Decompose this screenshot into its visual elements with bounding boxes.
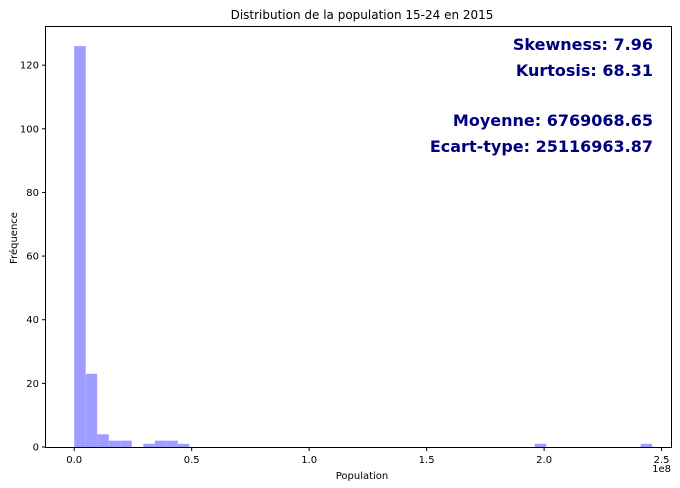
histogram-bar <box>108 440 121 447</box>
y-tick-label: 20 <box>26 379 39 390</box>
histogram-bar <box>74 46 86 447</box>
x-tick-label: 1.5 <box>419 455 435 466</box>
x-tick-label: 0.5 <box>184 455 200 466</box>
histogram-bar <box>166 440 178 447</box>
y-tick-label: 120 <box>20 61 39 72</box>
x-axis-ticks: 0.0 0.5 1.0 1.5 2.0 2.5 <box>66 447 670 466</box>
y-tick-label: 60 <box>26 252 39 263</box>
kurtosis-annotation: Kurtosis: 68.31 <box>516 61 653 80</box>
x-tick-label: 2.0 <box>536 455 552 466</box>
y-tick-label: 80 <box>26 188 39 199</box>
x-tick-label: 2.5 <box>654 455 670 466</box>
histogram-bar <box>120 440 132 447</box>
y-tick-label: 0 <box>33 443 39 454</box>
mean-annotation: Moyenne: 6769068.65 <box>453 111 653 130</box>
y-tick-label: 40 <box>26 315 39 326</box>
y-axis-label: Fréquence <box>8 212 20 264</box>
x-axis-label: Population <box>336 471 389 482</box>
plot-frame <box>45 26 672 448</box>
histogram-bar <box>534 443 547 447</box>
histogram-bar <box>154 440 167 447</box>
histogram-bar <box>177 443 190 447</box>
x-tick-label: 1.0 <box>301 455 317 466</box>
histogram-bar <box>640 443 653 447</box>
skewness-annotation: Skewness: 7.96 <box>513 35 653 54</box>
x-axis-offset-label: 1e8 <box>652 464 671 475</box>
x-tick-label: 0.0 <box>66 455 82 466</box>
chart-title: Distribution de la population 15-24 en 2… <box>231 8 494 22</box>
histogram-bar <box>97 434 109 447</box>
histogram-bar <box>85 373 98 447</box>
y-tick-label: 100 <box>20 124 39 135</box>
histogram-bars <box>74 46 653 447</box>
histogram-bar <box>143 443 155 447</box>
std-annotation: Ecart-type: 25116963.87 <box>430 137 653 156</box>
y-axis-ticks: 0 20 40 60 80 100 120 <box>20 61 46 454</box>
